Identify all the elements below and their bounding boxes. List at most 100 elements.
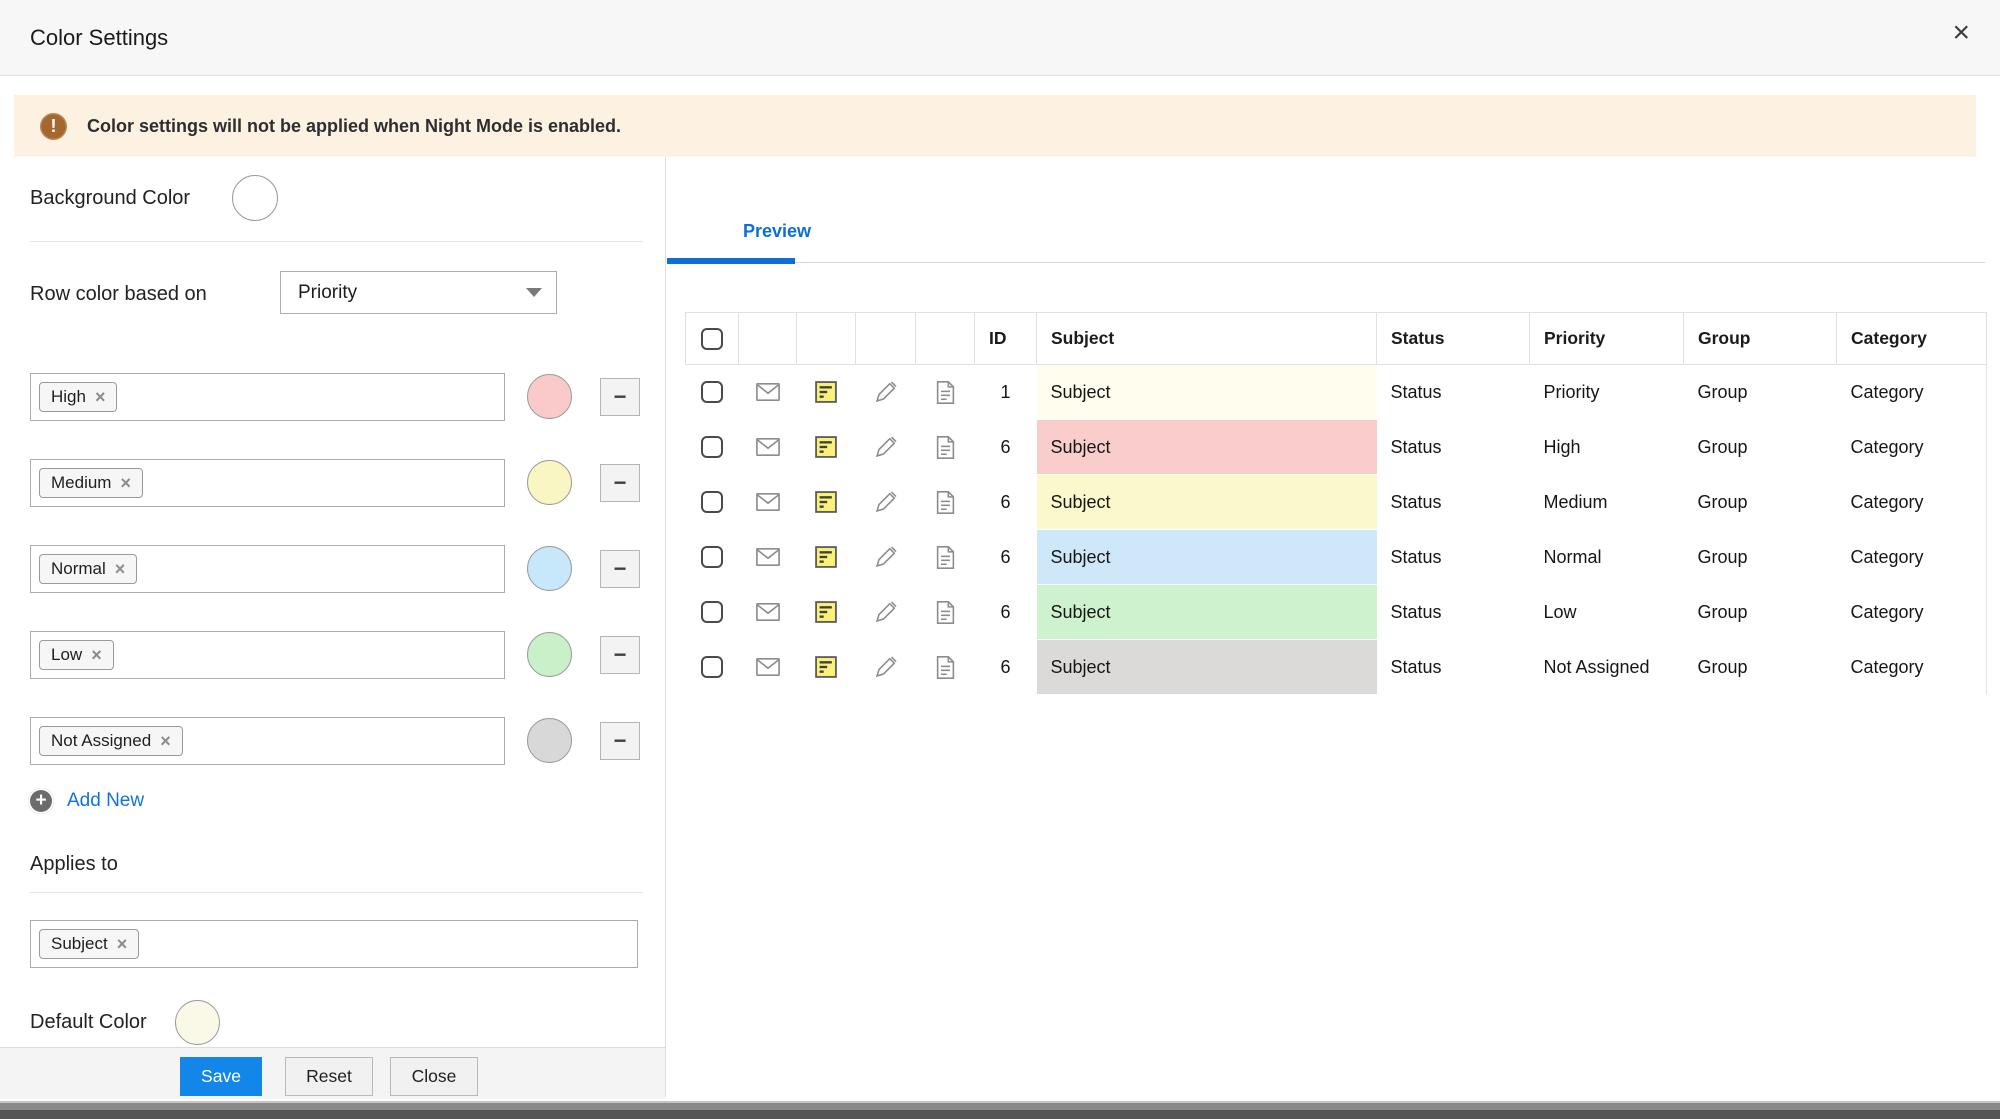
- pencil-icon[interactable]: [856, 530, 916, 585]
- mail-icon[interactable]: [739, 365, 797, 420]
- value-tag-input[interactable]: Not Assigned ×: [30, 717, 505, 765]
- row-color-field-select[interactable]: Priority: [280, 271, 557, 314]
- value-tag-input[interactable]: Normal ×: [30, 545, 505, 593]
- pencil-icon[interactable]: [856, 475, 916, 530]
- ticket-id: 1: [1000, 381, 1011, 402]
- status-cell: Status: [1390, 546, 1442, 567]
- pencil-icon[interactable]: [856, 420, 916, 475]
- row-checkbox[interactable]: [701, 546, 723, 569]
- pencil-icon[interactable]: [856, 365, 916, 420]
- warning-icon: !: [40, 112, 67, 140]
- select-all-checkbox[interactable]: [701, 327, 723, 350]
- remove-tag-icon[interactable]: ×: [160, 731, 171, 751]
- table-row: 6 Subject Status High Group Category: [686, 419, 1987, 475]
- table-row: 6 Subject Status Low Group Category: [686, 584, 1987, 640]
- active-tab-underline: [667, 258, 795, 264]
- default-color-row: Default Color: [30, 1000, 220, 1045]
- priority-cell: Medium: [1543, 491, 1608, 512]
- table-row: 6 Subject Status Medium Group Category: [686, 474, 1987, 530]
- document-icon[interactable]: [916, 365, 975, 420]
- row-checkbox[interactable]: [701, 491, 723, 514]
- mail-icon[interactable]: [739, 475, 797, 530]
- reset-button[interactable]: Reset: [285, 1057, 373, 1096]
- remove-tag-icon[interactable]: ×: [91, 645, 102, 665]
- close-button[interactable]: Close: [390, 1057, 478, 1096]
- chip-label: Normal: [51, 559, 106, 578]
- remove-row-button[interactable]: −: [600, 722, 640, 760]
- document-icon[interactable]: [916, 530, 975, 585]
- remove-tag-icon[interactable]: ×: [114, 559, 126, 579]
- pencil-icon[interactable]: [856, 640, 916, 695]
- mail-column-header: [738, 312, 797, 365]
- column-header-status: Status: [1376, 312, 1530, 365]
- add-new-button[interactable]: + Add New: [28, 788, 144, 814]
- value-chip: Normal ×: [39, 554, 138, 584]
- remove-row-button[interactable]: −: [600, 550, 640, 588]
- dialog-titlebar: Color Settings ×: [0, 0, 2000, 76]
- document-icon[interactable]: [916, 420, 975, 475]
- row-checkbox[interactable]: [701, 601, 723, 624]
- tab-preview[interactable]: Preview: [743, 221, 812, 241]
- chip-label: High: [51, 387, 86, 406]
- status-cell: Status: [1390, 436, 1442, 457]
- document-icon[interactable]: [916, 475, 975, 530]
- background-color-swatch[interactable]: [232, 175, 279, 221]
- remove-row-button[interactable]: −: [600, 464, 640, 502]
- pencil-icon[interactable]: [856, 585, 916, 640]
- document-icon[interactable]: [916, 640, 975, 695]
- applies-to-label: Applies to: [30, 853, 118, 875]
- table-row: 6 Subject Status Not Assigned Group Cate…: [686, 639, 1987, 695]
- remove-tag-icon[interactable]: ×: [120, 473, 131, 493]
- row-checkbox[interactable]: [701, 656, 723, 679]
- group-cell: Group: [1697, 491, 1748, 512]
- row-color-swatch[interactable]: [527, 460, 572, 505]
- note-icon[interactable]: [797, 475, 856, 530]
- applies-to-input[interactable]: Subject ×: [30, 920, 638, 968]
- remove-tag-icon[interactable]: ×: [116, 934, 128, 954]
- value-tag-input[interactable]: Low ×: [30, 631, 505, 679]
- row-color-selected-value: Priority: [298, 281, 358, 303]
- note-icon[interactable]: [797, 420, 856, 475]
- subject-cell: Subject: [1036, 364, 1377, 420]
- close-icon[interactable]: ×: [1952, 16, 1970, 49]
- preview-panel: Preview ID Subject Status Priority: [667, 157, 2000, 1097]
- column-header-priority: Priority: [1529, 312, 1684, 365]
- mail-icon[interactable]: [739, 640, 797, 695]
- save-button[interactable]: Save: [180, 1057, 262, 1096]
- background-color-label: Background Color: [30, 186, 191, 209]
- remove-tag-icon[interactable]: ×: [94, 387, 106, 407]
- subject-cell: Subject: [1036, 584, 1377, 640]
- add-new-label: Add New: [67, 790, 145, 811]
- status-cell: Status: [1390, 491, 1442, 512]
- note-icon[interactable]: [797, 640, 856, 695]
- value-tag-input[interactable]: Medium ×: [30, 459, 505, 507]
- value-tag-input[interactable]: High ×: [30, 373, 505, 421]
- remove-row-button[interactable]: −: [600, 378, 640, 416]
- row-checkbox[interactable]: [701, 381, 723, 404]
- document-icon[interactable]: [916, 585, 975, 640]
- category-cell: Category: [1836, 474, 1987, 530]
- divider: [30, 241, 643, 242]
- chip-label: Subject: [51, 934, 108, 953]
- row-checkbox[interactable]: [701, 436, 723, 459]
- mail-icon[interactable]: [739, 530, 797, 585]
- mail-icon[interactable]: [739, 585, 797, 640]
- row-color-swatch[interactable]: [527, 546, 572, 591]
- note-icon[interactable]: [797, 530, 856, 585]
- row-color-swatch[interactable]: [527, 632, 572, 677]
- night-mode-warning-banner: ! Color settings will not be applied whe…: [14, 95, 1976, 157]
- ticket-id: 6: [1000, 436, 1011, 457]
- mail-icon[interactable]: [739, 420, 797, 475]
- status-cell: Status: [1390, 381, 1442, 402]
- category-cell: Category: [1836, 584, 1987, 640]
- column-header-category: Category: [1836, 312, 1987, 365]
- remove-row-button[interactable]: −: [600, 636, 640, 674]
- default-color-swatch[interactable]: [174, 1000, 220, 1045]
- column-header-id: ID: [974, 312, 1037, 365]
- column-header-group: Group: [1683, 312, 1837, 365]
- row-color-swatch[interactable]: [527, 374, 572, 419]
- row-color-swatch[interactable]: [527, 718, 572, 763]
- note-icon[interactable]: [797, 365, 856, 420]
- note-icon[interactable]: [797, 585, 856, 640]
- subject-cell: Subject: [1036, 474, 1377, 530]
